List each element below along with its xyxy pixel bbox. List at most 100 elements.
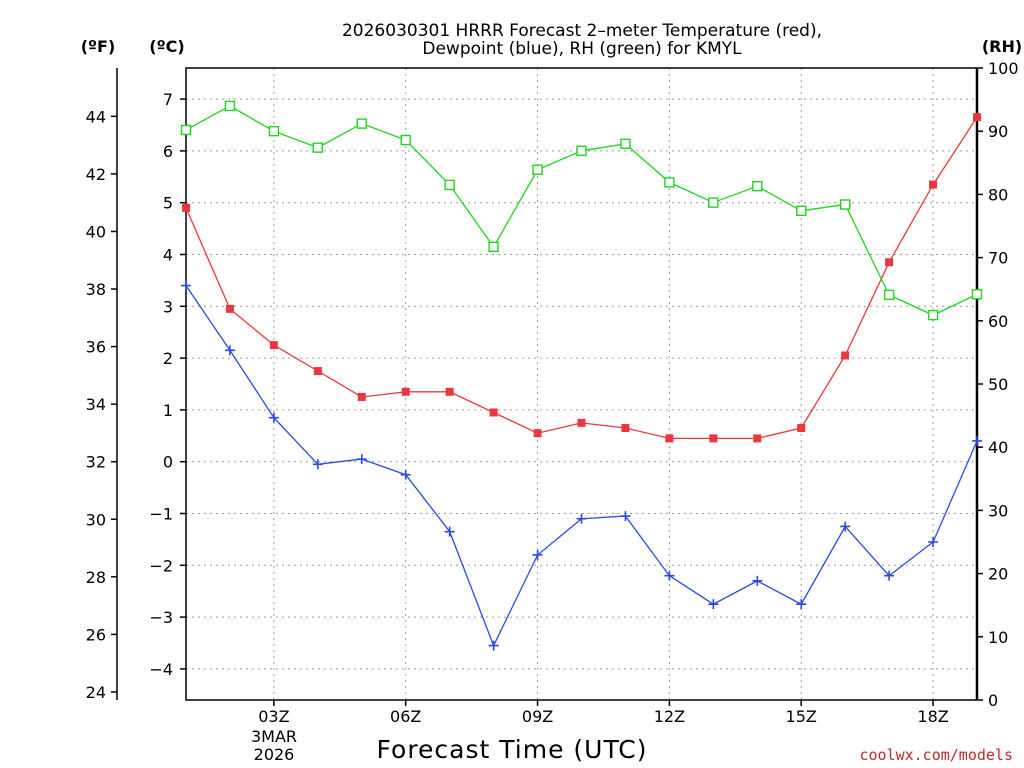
rh-point (312, 142, 324, 153)
rh-point (839, 199, 851, 210)
temperature-point (401, 387, 410, 396)
rh-tick-label: 80 (988, 185, 1008, 204)
rh-tick-label: 30 (988, 501, 1008, 520)
rh-point (224, 100, 236, 112)
dewpoint-point (620, 511, 631, 522)
temperature-point (445, 387, 454, 396)
temperature-point (269, 341, 278, 350)
dewpoint-point (532, 549, 543, 560)
credit-text: coolwx.com/models (859, 746, 1013, 764)
x-tick-label: 06Z (390, 707, 421, 726)
dewpoint-point (928, 537, 939, 547)
fahrenheit-tick-label: 34 (86, 395, 106, 414)
temperature-point (621, 424, 630, 433)
dewpoint-point (356, 454, 367, 465)
x-tick-label: 18Z (917, 707, 948, 726)
temperature-point (182, 203, 190, 212)
rh-point (971, 289, 983, 300)
celsius-tick-label: −2 (149, 556, 173, 575)
rh-point (664, 177, 675, 188)
rh-line (185, 105, 978, 316)
rh-point (488, 241, 499, 253)
rh-point (356, 118, 367, 129)
temperature-point (313, 367, 322, 376)
dewpoint-point (884, 570, 895, 581)
temperature-point (841, 351, 850, 360)
dewpoint-point (312, 459, 323, 470)
temperature-point (577, 418, 586, 427)
temperature-line (185, 116, 978, 440)
celsius-tick-label: 4 (163, 245, 173, 264)
fahrenheit-unit-label: (ºF) (81, 37, 116, 56)
x-tick-label: 12Z (654, 707, 685, 726)
axes: 2426283032343638404244−4−3−2−10123456701… (86, 59, 1019, 726)
rh-tick-label: 70 (988, 249, 1008, 268)
celsius-tick-label: −1 (149, 505, 173, 524)
fahrenheit-tick-label: 44 (86, 107, 106, 126)
dewpoint-point (181, 280, 191, 291)
date-label-month: 3MAR (251, 727, 297, 746)
grid-lines (186, 68, 977, 700)
chart-title-line-1: 2026030301 HRRR Forecast 2–meter Tempera… (342, 21, 822, 41)
rh-point (400, 134, 411, 146)
plot-frame (185, 67, 978, 701)
chart-title-line-2: Dewpoint (blue), RH (green) for KMYL (422, 39, 742, 59)
fahrenheit-tick-label: 28 (86, 568, 106, 587)
dewpoint-point (576, 513, 587, 524)
dewpoint-point (444, 526, 455, 537)
dewpoint-point (488, 640, 499, 651)
temperature-point (225, 304, 234, 313)
dewpoint-point (664, 570, 675, 581)
dewpoint-line (185, 285, 978, 648)
rh-point (752, 180, 763, 192)
celsius-tick-label: 6 (163, 142, 173, 161)
rh-tick-label: 20 (988, 565, 1008, 584)
dewpoint-point (752, 575, 763, 586)
temperature-point (929, 180, 938, 189)
fahrenheit-tick-label: 30 (86, 510, 106, 529)
date-label-year: 2026 (254, 745, 295, 764)
celsius-tick-label: −3 (149, 608, 173, 627)
fahrenheit-tick-label: 26 (86, 625, 106, 644)
rh-tick-label: 50 (988, 375, 1008, 394)
celsius-tick-label: 1 (163, 401, 173, 420)
dewpoint-point (400, 469, 411, 480)
rh-point (620, 138, 631, 150)
rh-point (444, 179, 455, 191)
fahrenheit-tick-label: 38 (86, 280, 106, 299)
rh-tick-label: 40 (988, 438, 1008, 457)
rh-tick-label: 100 (988, 59, 1019, 78)
celsius-unit-label: (ºC) (149, 37, 184, 56)
series-layer (180, 100, 983, 651)
x-tick-label: 03Z (258, 707, 289, 726)
celsius-tick-label: 2 (163, 349, 173, 368)
fahrenheit-tick-label: 36 (86, 338, 106, 357)
rh-point (796, 205, 807, 217)
rh-point (708, 197, 719, 208)
temperature-point (489, 408, 498, 417)
dewpoint-point (840, 521, 851, 532)
x-tick-label: 09Z (522, 707, 553, 726)
celsius-tick-label: 0 (163, 453, 173, 472)
fahrenheit-tick-label: 32 (86, 453, 106, 472)
rh-unit-label: (RH) (982, 37, 1022, 56)
dewpoint-point (796, 599, 807, 610)
dewpoint-point (224, 345, 235, 356)
rh-tick-label: 0 (988, 691, 998, 710)
temperature-point (797, 424, 806, 433)
fahrenheit-tick-label: 42 (86, 165, 106, 184)
temperature-point (973, 113, 981, 122)
x-tick-label: 15Z (786, 707, 817, 726)
celsius-tick-label: 5 (163, 194, 173, 213)
rh-point (576, 145, 587, 156)
temperature-point (753, 434, 762, 443)
rh-point (180, 124, 192, 136)
fahrenheit-tick-label: 40 (86, 222, 106, 241)
temperature-point (533, 429, 542, 438)
dewpoint-point (972, 435, 982, 446)
rh-point (268, 125, 280, 137)
temperature-point (709, 434, 718, 443)
celsius-tick-label: −4 (149, 660, 173, 679)
rh-tick-label: 90 (988, 122, 1008, 141)
